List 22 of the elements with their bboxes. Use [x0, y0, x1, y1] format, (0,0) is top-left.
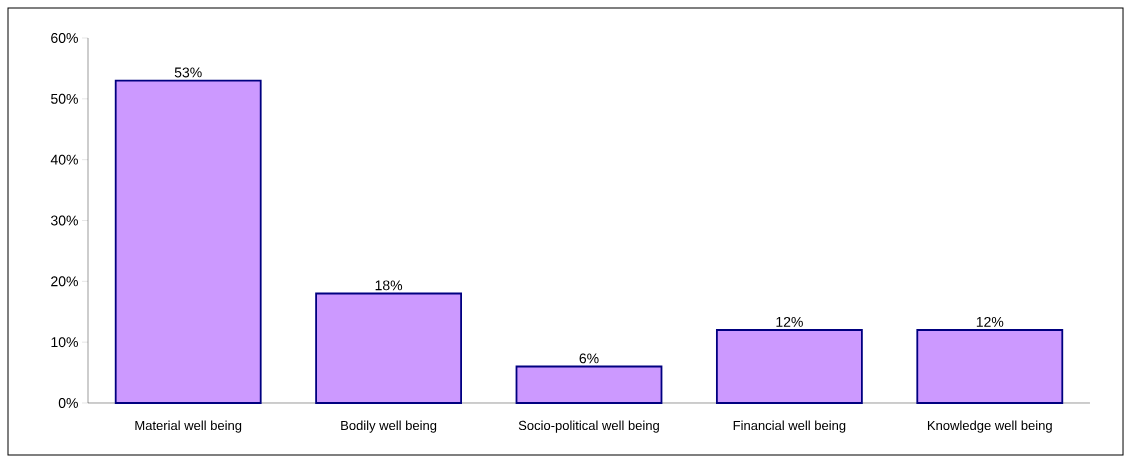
- y-tick-label: 20%: [51, 276, 78, 287]
- x-tick-label: Financial well being: [733, 420, 846, 433]
- y-tick-label: 50%: [51, 93, 78, 104]
- bar: [715, 329, 863, 404]
- y-tick-label: 60%: [51, 33, 78, 43]
- y-tick-label: 0%: [58, 398, 78, 408]
- data-label: 12%: [776, 316, 803, 327]
- data-label: 53%: [174, 67, 202, 78]
- x-tick-label: Socio-political well being: [518, 420, 659, 433]
- x-tick-label: Knowledge well being: [927, 420, 1052, 433]
- bar: [315, 292, 462, 404]
- data-label: 18%: [375, 280, 403, 291]
- y-tick-label: 40%: [50, 154, 78, 165]
- data-label: 6%: [579, 353, 599, 364]
- y-tick-label: 30%: [50, 215, 78, 226]
- bar: [114, 79, 262, 404]
- data-label: 12%: [976, 316, 1004, 327]
- x-tick-label: Material well being: [135, 420, 242, 433]
- bar: [916, 329, 1064, 404]
- bar: [515, 365, 663, 404]
- y-tick-label: 10%: [51, 337, 78, 348]
- x-tick-label: Bodily well being: [341, 420, 437, 433]
